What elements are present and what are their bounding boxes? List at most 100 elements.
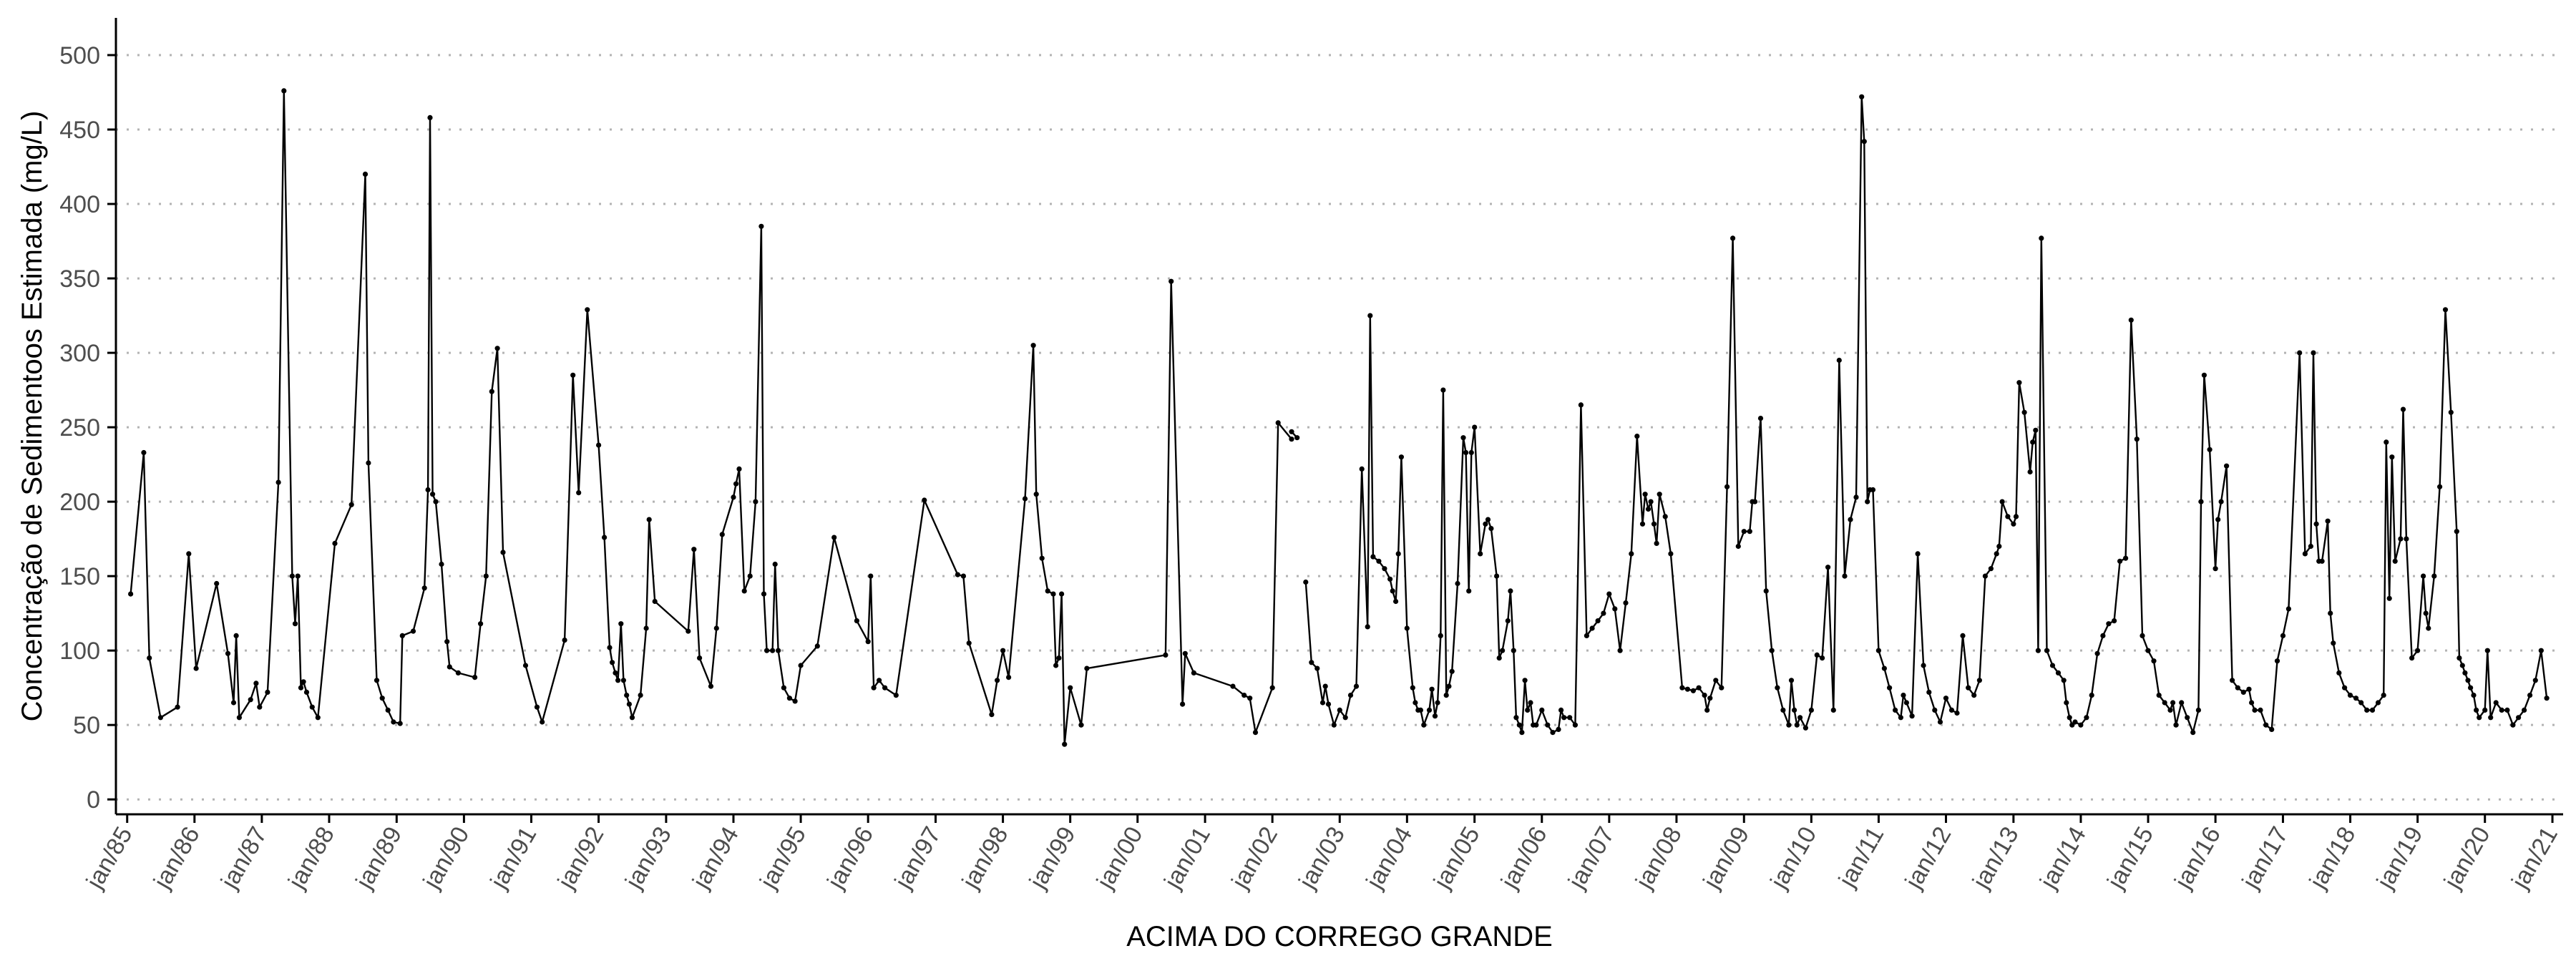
data-point [1413,700,1418,706]
y-tick-label: 100 [59,638,100,665]
data-point [1053,663,1059,668]
data-point [989,712,995,718]
y-tick-label: 250 [59,414,100,441]
data-point [2039,235,2044,241]
data-point [761,591,767,597]
data-point [2421,573,2426,579]
data-point [2035,648,2041,653]
data-point [1528,700,1533,706]
data-point [2240,689,2246,696]
data-point [2218,499,2224,504]
data-point [1353,683,1360,689]
data-point [1039,555,1045,561]
x-tick-label: jan/88 [283,822,340,894]
data-point [620,678,627,683]
data-point [315,715,321,721]
data-point [613,670,618,676]
data-point [2224,463,2230,469]
data-point [1062,741,1068,747]
data-point [1797,715,1803,721]
data-point [2454,529,2459,535]
data-point [1887,685,1893,691]
data-point [1629,551,1634,557]
data-point [1488,526,1494,532]
data-point [2170,700,2176,706]
data-point [570,372,576,378]
data-point [1466,588,1472,594]
data-point [534,704,540,710]
data-point [2328,610,2333,616]
x-tick-label: jan/97 [889,822,947,894]
data-point [1814,652,1820,658]
data-point [257,704,263,710]
data-point [2140,633,2145,639]
data-point [1662,514,1668,519]
x-ticks: jan/85 jan/86 jan/87 jan/88 jan/89 jan/90 jan/… [81,814,2563,894]
data-point [1163,652,1169,658]
data-point [1472,424,1478,430]
data-point [2179,700,2185,706]
data-point [2005,514,2011,519]
data-point [1909,713,1915,719]
data-point [2185,715,2190,721]
data-point [427,114,433,120]
data-point [2448,409,2454,415]
data-point [2364,707,2370,713]
data-point [2504,707,2510,713]
data-point [2311,350,2316,356]
x-tick-label: jan/98 [957,822,1014,894]
data-point [2201,372,2207,378]
data-point [1558,707,1564,713]
data-point [186,551,192,557]
data-point [2280,633,2286,639]
data-point [1971,693,1977,698]
data-point [1550,730,1556,736]
data-point [1707,696,1713,701]
x-tick-label: jan/00 [1091,822,1148,894]
data-point [1331,722,1337,728]
data-point [379,696,385,701]
data-point [1657,492,1662,497]
data-point [1966,685,1971,691]
data-point [868,573,874,579]
y-tick-label: 400 [59,191,100,218]
x-tick-label: jan/99 [1024,822,1081,894]
data-point [1948,707,1955,713]
x-tick-label: jan/21 [2506,822,2563,894]
x-tick-label: jan/13 [1967,822,2024,894]
axes [114,18,2563,816]
data-point [253,680,259,686]
data-point [1050,591,1056,597]
data-point [733,481,739,487]
x-tick-label: jan/07 [1563,822,1620,894]
data-point [736,466,742,472]
data-point [854,618,859,624]
data-point [1903,700,1909,706]
y-tick-label: 300 [59,340,100,367]
data-point [1595,618,1601,624]
data-point [2313,521,2319,527]
data-point [295,573,301,579]
data-point [2336,670,2342,676]
data-point [2128,317,2134,323]
data-point [332,540,338,547]
data-point [1648,499,1654,504]
data-point [2516,715,2522,721]
data-point [233,633,239,639]
data-point [494,346,500,351]
data-point [500,550,506,555]
data-point [629,715,635,721]
x-tick-label: jan/90 [418,822,475,894]
data-point [1775,685,1780,691]
x-tick-label: jan/10 [1765,822,1823,894]
data-point [893,693,899,698]
data-point [421,585,427,591]
data-point [798,663,804,668]
data-point [1702,693,1707,698]
data-point [1309,660,1314,665]
data-point [2027,469,2033,475]
data-point [2493,700,2499,706]
data-point [1690,688,1696,693]
data-point [1511,648,1516,653]
